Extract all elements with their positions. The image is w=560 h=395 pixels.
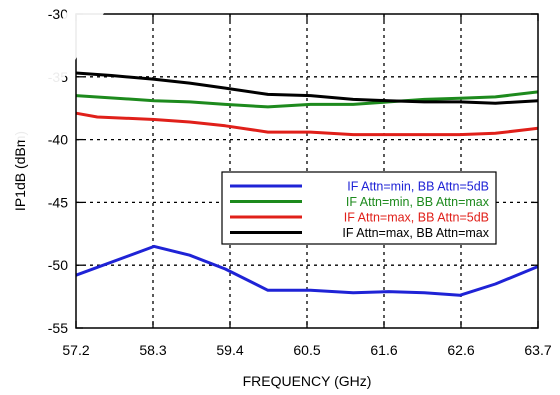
legend-entry: IF Attn=min, BB Attn=5dB — [347, 180, 489, 194]
x-tick-label: 61.6 — [370, 342, 397, 358]
series-line-1 — [75, 244, 539, 297]
diagonal-overlay-band — [0, 0, 112, 140]
series-line-2 — [75, 90, 539, 109]
x-tick-labels: 57.2 58.3 59.4 60.5 61.6 62.6 63.7 — [62, 342, 551, 358]
x-tick-label: 62.6 — [447, 342, 474, 358]
x-tick-label: 59.4 — [216, 342, 243, 358]
y-tick-label: -55 — [48, 320, 68, 336]
x-axis-label: FREQUENCY (GHz) — [243, 373, 372, 389]
series-line-4 — [75, 71, 539, 105]
x-tick-label: 57.2 — [62, 342, 89, 358]
x-tick-label: 63.7 — [524, 342, 551, 358]
y-tick-label: -45 — [48, 194, 68, 210]
series-lines — [75, 71, 539, 297]
y-axis-label: IP1dB (dBm) — [12, 131, 28, 211]
x-tick-label: 58.3 — [139, 342, 166, 358]
y-tick-label: -50 — [48, 257, 68, 273]
x-tick-label: 60.5 — [293, 342, 320, 358]
y-tick-label: -40 — [48, 132, 68, 148]
grid — [76, 14, 538, 328]
legend-entry: IF Attn=max, BB Attn=5dB — [344, 211, 489, 225]
series-line-3 — [75, 111, 539, 137]
legend-entry: IF Attn=min, BB Attn=max — [346, 195, 490, 209]
legend-entry: IF Attn=max, BB Attn=max — [342, 226, 489, 240]
